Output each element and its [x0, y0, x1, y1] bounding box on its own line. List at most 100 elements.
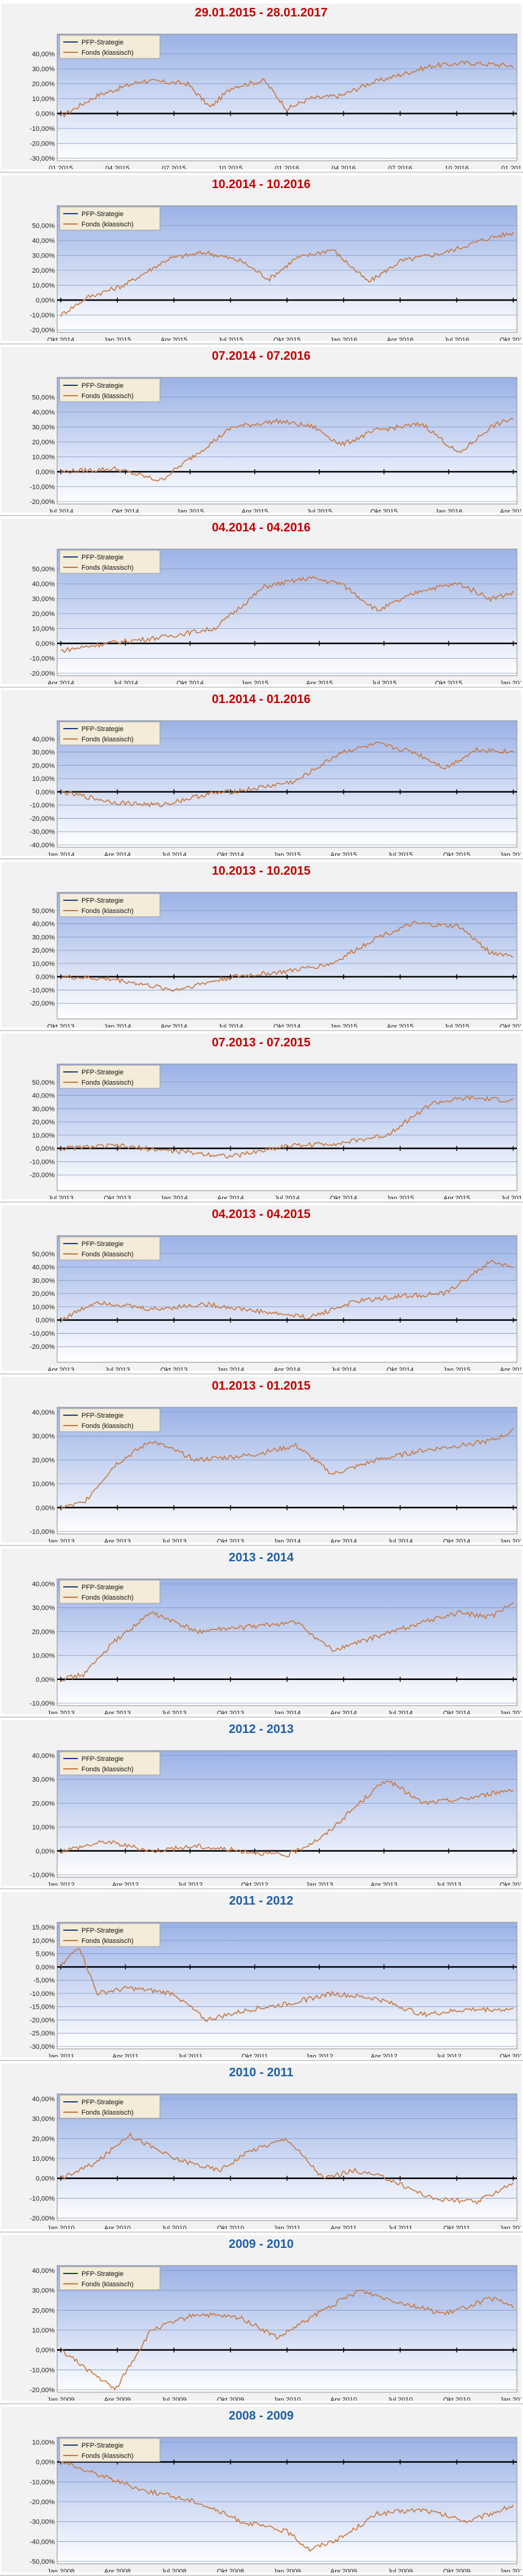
y-tick-label: 30,00%: [32, 1605, 55, 1612]
y-tick-label: 15,00%: [32, 1924, 55, 1931]
y-tick-label: 20,00%: [32, 1800, 55, 1807]
legend-label-strategy: PFP-Strategie: [81, 2099, 123, 2106]
legend: [59, 1751, 161, 1776]
legend-label-fund: Fonds (klassisch): [81, 1251, 134, 1258]
chart-panel: 2011 - 2012 -30,00% -25,00% -20,00% -15,00% -…: [1, 1892, 521, 2057]
x-tick-label: Okt.2014: [443, 1538, 471, 1542]
x-tick-label: Jul.2009: [161, 2396, 187, 2401]
y-tick-label: 20,00%: [32, 1628, 55, 1636]
series-line-fonds: [60, 1602, 514, 1682]
chart-title: 2013 - 2014: [229, 1551, 294, 1564]
x-tick-label: Jan.2012: [499, 2225, 521, 2229]
y-tick-label: 20,00%: [32, 611, 55, 618]
y-tick-label: -10,00%: [30, 1872, 55, 1879]
x-tick-label: Apr.2012: [370, 2053, 397, 2057]
y-tick-label: -5,00%: [33, 1977, 55, 1984]
y-tick-label: 0,00%: [36, 2347, 55, 2354]
chart-svg: -20,00% -10,00% 0,00% 10,00% 20,00% 30,00% 40,…: [30, 377, 521, 513]
y-tick-label: 10,00%: [32, 1824, 55, 1832]
x-tick-label: Apr.2009: [104, 2396, 131, 2401]
y-tick-label: 0,00%: [36, 111, 55, 118]
legend: [59, 2438, 161, 2462]
y-tick-label: -20,00%: [30, 1000, 55, 1007]
y-tick-label: 30,00%: [32, 934, 55, 941]
chart-svg: -20,00% -10,00% 0,00% 10,00% 20,00% 30,00% 40,…: [30, 1235, 521, 1371]
x-tick-label: Jul.2008: [161, 2568, 187, 2572]
x-tick-label: Jan.2011: [47, 2053, 74, 2057]
x-tick-label: Jul.2012: [436, 2053, 462, 2057]
y-tick-label: -20,00%: [30, 2499, 55, 2506]
x-tick-label: Okt.2008: [217, 2568, 244, 2572]
y-tick-label: 10,00%: [32, 282, 55, 290]
x-tick-label: Apr.2015: [306, 680, 333, 684]
x-tick-label: Jul.2015: [387, 852, 413, 856]
legend-label-fund: Fonds (klassisch): [81, 1079, 134, 1087]
y-tick-label: -20,00%: [30, 1343, 55, 1351]
x-tick-label: Jan.2009: [273, 2568, 300, 2572]
x-tick-label: Okt.2014: [47, 337, 75, 341]
legend: [59, 1580, 161, 1604]
y-tick-label: -30,00%: [30, 2519, 55, 2526]
x-tick-label: Jul.2015: [444, 1023, 469, 1027]
chart-svg: -20,00% -10,00% 0,00% 10,00% 20,00% 30,00% 40,…: [30, 2265, 521, 2401]
y-tick-label: 0,00%: [36, 1964, 55, 1971]
series-line-fonds: [60, 418, 514, 482]
legend-label-fund: Fonds (klassisch): [81, 736, 134, 743]
legend: [59, 1408, 161, 1432]
y-tick-label: 50,00%: [32, 566, 55, 573]
chart-title: 29.01.2015 - 28.01.2017: [195, 6, 328, 19]
series-line-fonds: [60, 921, 514, 992]
x-tick-label: Jul.2015: [307, 508, 332, 513]
x-tick-label: Jul.2014: [113, 680, 138, 684]
x-tick-label: Jul.2016: [444, 337, 469, 341]
x-tick-label: Okt.2012: [500, 2053, 521, 2057]
x-tick-label: Okt.2014: [330, 1195, 358, 1199]
x-tick-label: Jan.2015: [176, 508, 204, 513]
y-tick-label: -10,00%: [30, 987, 55, 994]
y-tick-label: -10,00%: [30, 1158, 55, 1166]
series-line-fonds: [60, 1428, 514, 1510]
chart-title: 01.2014 - 01.2016: [212, 693, 311, 706]
series-line-fonds: [60, 1095, 514, 1159]
x-tick-label: 04.2015: [105, 165, 130, 169]
chart-title: 07.2013 - 07.2015: [212, 1036, 311, 1049]
panel-separator: [0, 1202, 523, 1203]
x-tick-label: Jan.2015: [241, 680, 268, 684]
panel-separator: [0, 1717, 523, 1718]
x-tick-label: Okt.2014: [443, 1710, 471, 1714]
panel-separator: [0, 1545, 523, 1546]
chart-title: 10.2014 - 10.2016: [212, 178, 311, 191]
x-tick-label: Jan.2013: [306, 1881, 333, 1886]
y-tick-label: 20,00%: [32, 762, 55, 769]
x-tick-label: Jan.2014: [273, 1538, 300, 1542]
y-tick-label: -10,00%: [30, 2195, 55, 2202]
series-line-fonds: [60, 1259, 514, 1321]
chart-title: 2008 - 2009: [229, 2409, 294, 2423]
x-tick-label: Jan.2014: [216, 1367, 244, 1371]
legend-label-strategy: PFP-Strategie: [81, 2270, 123, 2278]
x-tick-label: Apr.2012: [112, 1881, 139, 1886]
y-tick-label: -10,00%: [30, 125, 55, 133]
y-tick-label: 10,00%: [32, 1653, 55, 1660]
y-tick-label: 50,00%: [32, 223, 55, 230]
y-tick-label: -10,00%: [30, 484, 55, 491]
x-tick-label: Jul.2013: [436, 1881, 462, 1886]
x-tick-label: Jan.2015: [330, 1023, 357, 1027]
y-tick-label: -20,00%: [30, 815, 55, 822]
x-tick-label: Apr.2009: [330, 2568, 357, 2572]
y-tick-label: 40,00%: [32, 1752, 55, 1760]
y-tick-label: 30,00%: [32, 749, 55, 757]
chart-panel: 04.2014 - 04.2016 -20,00% -10,00% 0,00% 10,0…: [1, 519, 521, 684]
x-tick-label: Jul.2013: [161, 1710, 187, 1714]
y-tick-label: 20,00%: [32, 81, 55, 88]
chart-svg: -20,00% -10,00% 0,00% 10,00% 20,00% 30,00% 40,…: [30, 892, 521, 1027]
y-tick-label: -40,00%: [30, 2538, 55, 2546]
chart-svg: -40,00% -30,00% -20,00% -10,00% 0,00% 10,00% 2…: [30, 720, 521, 856]
chart-svg: -20,00% -10,00% 0,00% 10,00% 20,00% 30,00% 40,…: [30, 2093, 521, 2229]
x-tick-label: Apr.2013: [370, 1881, 397, 1886]
y-tick-label: 10,00%: [32, 1481, 55, 1488]
x-tick-label: Jan.2015: [273, 852, 300, 856]
x-tick-label: Jan.2014: [160, 1195, 187, 1199]
x-tick-label: Apr.2014: [274, 1367, 300, 1371]
legend-label-strategy: PFP-Strategie: [81, 39, 123, 46]
